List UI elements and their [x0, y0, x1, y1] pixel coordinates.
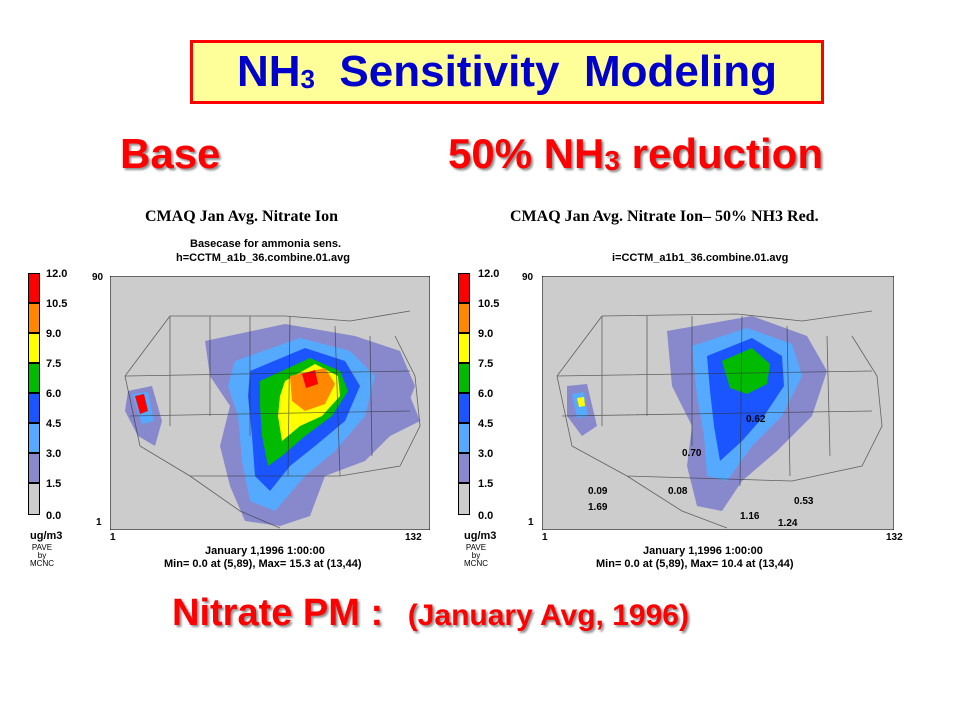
pave-logo: PAVE by MCNC: [464, 543, 488, 568]
base-y-top-label: 90: [92, 272, 104, 283]
legend-swatch-gray: [458, 483, 470, 515]
base-x-right-label: 132: [405, 532, 422, 543]
legend-swatch-lightblue: [28, 423, 40, 453]
legend-swatch-orange: [458, 303, 470, 333]
slide-title: NH3 Sensitivity Modeling: [236, 47, 778, 96]
reduction-minmax-label: Min= 0.0 at (5,89), Max= 10.4 at (13,44): [596, 558, 794, 570]
base-map-subtitle-1: Basecase for ammonia sens.: [190, 238, 342, 250]
legend-swatch-gray: [28, 483, 40, 515]
nitrate-pm-label: Nitrate PM : (January Avg, 1996): [172, 592, 689, 634]
legend-label: 9.0: [478, 328, 494, 340]
legend-label: 3.0: [478, 448, 494, 460]
legend-label: 0.0: [478, 510, 494, 522]
legend-swatch-red: [458, 273, 470, 303]
legend-swatch-lavender: [458, 453, 470, 483]
legend-unit: ug/m3: [30, 530, 63, 542]
base-x-left-label: 1: [110, 532, 116, 543]
reduction-x-left-label: 1: [542, 532, 548, 543]
legend-swatch-yellow: [28, 333, 40, 363]
reduction-y-top-label: 90: [522, 272, 534, 283]
legend-swatch-yellow: [458, 333, 470, 363]
legend-label: 6.0: [46, 388, 62, 400]
map-value-label: 0.08: [668, 486, 688, 497]
legend-label: 3.0: [46, 448, 62, 460]
reduction-concentration-map: 0.62 0.70 0.09 1.69 0.08 0.53 1.16 1.24: [542, 276, 894, 530]
legend-label: 12.0: [46, 268, 68, 280]
base-date-label: January 1,1996 1:00:00: [205, 545, 325, 557]
legend-swatch-lavender: [28, 453, 40, 483]
base-map-subtitle-2: h=CCTM_a1b_36.combine.01.avg: [176, 252, 350, 264]
legend-label: 1.5: [46, 478, 62, 490]
map-value-label: 1.24: [778, 518, 798, 529]
legend-label: 10.5: [478, 298, 500, 310]
pave-logo: PAVE by MCNC: [30, 543, 54, 568]
legend-swatch-red: [28, 273, 40, 303]
base-label: Base: [120, 130, 221, 177]
reduction-date-label: January 1,1996 1:00:00: [643, 545, 763, 557]
legend-unit: ug/m3: [464, 530, 497, 542]
reduction-label: 50% NH3 reduction: [448, 130, 823, 177]
base-y-bottom-label: 1: [96, 517, 102, 528]
legend-swatch-blue: [28, 393, 40, 423]
reduction-y-bottom-label: 1: [528, 517, 534, 528]
legend-label: 7.5: [478, 358, 494, 370]
slide-title-box: NH3 Sensitivity Modeling: [190, 40, 824, 104]
legend-label: 4.5: [478, 418, 494, 430]
legend-label: 9.0: [46, 328, 62, 340]
map-value-label: 1.69: [588, 502, 608, 513]
legend-swatch-orange: [28, 303, 40, 333]
base-minmax-label: Min= 0.0 at (5,89), Max= 15.3 at (13,44): [164, 558, 362, 570]
map-value-label: 0.53: [794, 496, 814, 507]
map-value-label: 0.70: [682, 448, 702, 459]
map-value-label: 0.62: [746, 414, 766, 425]
legend-label: 12.0: [478, 268, 500, 280]
base-map-title: CMAQ Jan Avg. Nitrate Ion: [145, 208, 339, 225]
legend-label: 1.5: [478, 478, 494, 490]
map-value-label: 1.16: [740, 511, 760, 522]
reduction-x-right-label: 132: [886, 532, 903, 543]
legend-swatch-green: [458, 363, 470, 393]
base-concentration-map: [110, 276, 430, 530]
legend-swatch-blue: [458, 393, 470, 423]
legend-label: 7.5: [46, 358, 62, 370]
map-value-label: 0.09: [588, 486, 608, 497]
legend-label: 4.5: [46, 418, 62, 430]
legend-swatch-green: [28, 363, 40, 393]
legend-swatch-lightblue: [458, 423, 470, 453]
legend-label: 0.0: [46, 510, 62, 522]
reduction-map-title: CMAQ Jan Avg. Nitrate Ion– 50% NH3 Red.: [510, 208, 819, 225]
legend-label: 10.5: [46, 298, 68, 310]
reduction-map-subtitle-2: i=CCTM_a1b1_36.combine.01.avg: [612, 252, 789, 264]
legend-label: 6.0: [478, 388, 494, 400]
